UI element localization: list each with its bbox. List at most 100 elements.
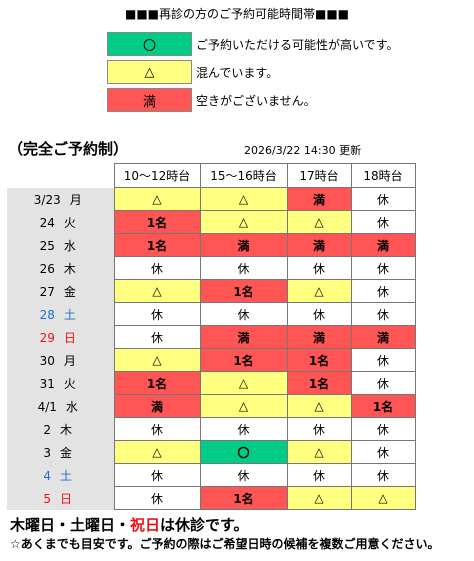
date-cell: 25 水 xyxy=(7,233,114,257)
slot-cell: 1名 xyxy=(113,371,201,395)
slot-cell: △ xyxy=(113,279,201,303)
slot-cell: 1名 xyxy=(286,371,352,395)
legend-symbol-available: 〇 xyxy=(107,32,192,56)
slot-cell: △ xyxy=(286,486,352,510)
column-header: 17時台 xyxy=(286,163,352,188)
legend-row-available: 〇 ご予約いただける可能性が高いです。 xyxy=(107,31,398,57)
slot-cell: 休 xyxy=(350,371,416,395)
day-of-week: 日 xyxy=(60,491,73,506)
date-cell: 31 火 xyxy=(7,371,114,395)
date-number: 29 xyxy=(39,330,55,345)
legend: 〇 ご予約いただける可能性が高いです。 △ 混んでいます。 満 空きがございませ… xyxy=(107,31,398,115)
day-of-week: 土 xyxy=(63,307,76,322)
page-title: ■■■再診の方のご予約可能時間帯■■■ xyxy=(124,7,350,21)
schedule-table: 10～12時台 15～16時台 17時台 18時台 3/23 月 △ △ 満休 24 火 1名… xyxy=(7,163,416,510)
date-cell: 29 日 xyxy=(7,325,114,349)
legend-symbol-full: 満 xyxy=(107,88,192,112)
date-cell: 24 火 xyxy=(7,210,114,234)
slot-cell: 休 xyxy=(350,256,416,280)
slot-cell: △ xyxy=(286,394,352,418)
schedule-row: 25 水 1名満満満 xyxy=(7,233,416,257)
slot-cell: 満 xyxy=(113,394,201,418)
slot-cell: 休 xyxy=(350,302,416,326)
day-of-week: 月 xyxy=(63,353,76,368)
slot-cell: 1名 xyxy=(113,210,201,234)
slot-cell: 休 xyxy=(286,463,352,487)
slot-cell: 休 xyxy=(113,302,201,326)
date-number: 4/1 xyxy=(37,399,57,414)
date-number: 3/23 xyxy=(33,192,61,207)
day-of-week: 木 xyxy=(60,422,73,437)
slot-cell: 1名 xyxy=(113,233,201,257)
legend-text-full: 空きがございません。 xyxy=(196,93,316,108)
slot-cell: 1名 xyxy=(199,348,288,372)
slot-cell: 〇 xyxy=(199,440,288,464)
closed-days-text: 木曜日・土曜日・ xyxy=(10,516,131,534)
date-number: 27 xyxy=(39,284,55,299)
legend-text-available: ご予約いただける可能性が高いです。 xyxy=(196,37,399,52)
slot-cell: △ xyxy=(286,440,352,464)
slot-cell: △ xyxy=(199,210,288,234)
disclaimer-note: ☆あくまでも目安です。ご予約の際はご希望日時の候補を複数ご用意ください。 xyxy=(10,537,440,551)
date-number: 25 xyxy=(39,238,55,253)
schedule-row: 26 木休休休休 xyxy=(7,256,416,280)
legend-text-busy: 混んでいます。 xyxy=(196,65,279,80)
day-of-week: 木 xyxy=(63,261,76,276)
slot-cell: △ xyxy=(113,348,201,372)
legend-row-full: 満 空きがございません。 xyxy=(107,87,398,113)
slot-cell: 満 xyxy=(199,325,288,349)
slot-cell: 満 xyxy=(286,325,352,349)
date-cell: 27 金 xyxy=(7,279,114,303)
schedule-row: 3 金 △ 〇 △ 休 xyxy=(7,440,416,464)
day-of-week: 火 xyxy=(63,376,76,391)
slot-cell: 休 xyxy=(350,463,416,487)
date-number: 24 xyxy=(39,215,55,230)
slot-cell: 休 xyxy=(286,256,352,280)
schedule-row: 24 火 1名 △ △ 休 xyxy=(7,210,416,234)
date-number: 3 xyxy=(43,445,52,460)
date-number: 4 xyxy=(43,468,52,483)
section-title: （完全ご予約制） xyxy=(8,140,129,158)
schedule-row: 4/1 水満 △ △ 1名 xyxy=(7,394,416,418)
slot-cell: 満 xyxy=(350,233,416,257)
date-number: 28 xyxy=(39,307,55,322)
day-of-week: 金 xyxy=(60,445,73,460)
slot-cell: 休 xyxy=(199,417,288,441)
date-number: 30 xyxy=(39,353,55,368)
slot-cell: 休 xyxy=(113,256,201,280)
date-cell: 26 木 xyxy=(7,256,114,280)
holiday-text: 祝日 xyxy=(130,516,161,534)
slot-cell: 休 xyxy=(113,486,201,510)
slot-cell: 休 xyxy=(350,440,416,464)
slot-cell: 休 xyxy=(286,302,352,326)
slot-cell: △ xyxy=(199,187,288,211)
date-cell: 28 土 xyxy=(7,302,114,326)
slot-cell: 休 xyxy=(286,417,352,441)
date-cell: 4/1 水 xyxy=(7,394,114,418)
slot-cell: △ xyxy=(286,279,352,303)
date-number: 26 xyxy=(39,261,55,276)
schedule-row: 3/23 月 △ △ 満休 xyxy=(7,187,416,211)
slot-cell: 1名 xyxy=(286,348,352,372)
slot-cell: 休 xyxy=(350,279,416,303)
closed-days-suffix: は休診です。 xyxy=(160,516,249,534)
slot-cell: 休 xyxy=(199,302,288,326)
schedule-row: 30 月 △ 1名 1名休 xyxy=(7,348,416,372)
schedule-row: 29 日休満満満 xyxy=(7,325,416,349)
slot-cell: 休 xyxy=(350,348,416,372)
slot-cell: 休 xyxy=(350,417,416,441)
slot-cell: 1名 xyxy=(199,279,288,303)
day-of-week: 月 xyxy=(69,192,82,207)
legend-row-busy: △ 混んでいます。 xyxy=(107,59,398,85)
day-of-week: 金 xyxy=(63,284,76,299)
schedule-row: 27 金 △ 1名 △ 休 xyxy=(7,279,416,303)
column-header: 10～12時台 xyxy=(113,163,201,188)
date-number: 31 xyxy=(39,376,55,391)
slot-cell: 満 xyxy=(286,233,352,257)
date-number: 5 xyxy=(43,491,52,506)
